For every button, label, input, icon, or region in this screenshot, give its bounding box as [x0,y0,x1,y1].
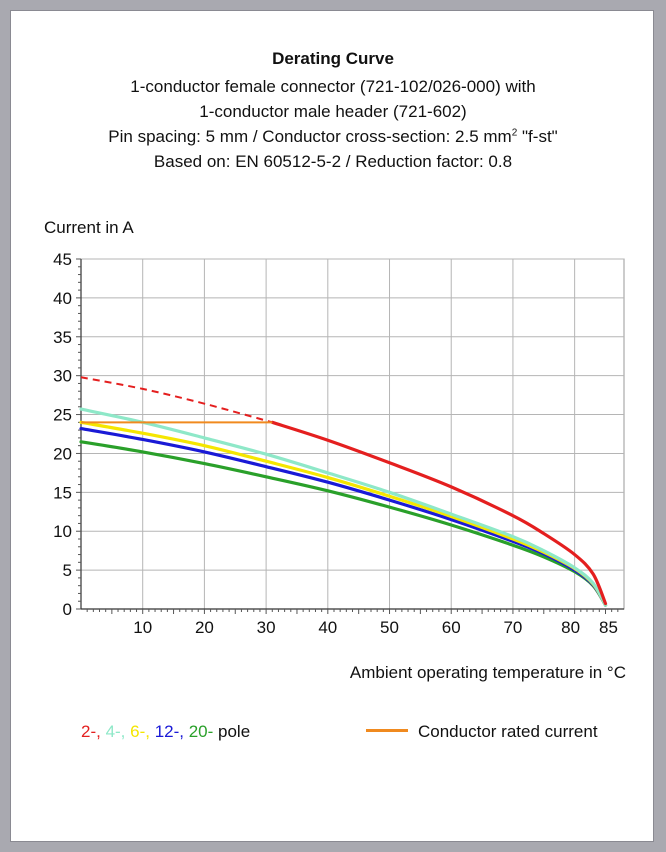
x-tick-label-40: 40 [318,618,337,637]
superscript-2: 2 [511,127,518,139]
y-axis-label: Current in A [44,218,134,237]
x-tick-label-80: 80 [561,618,580,637]
y-tick-label-35: 35 [53,328,72,347]
subtitle-line-2: 1-conductor male header (721-602) [199,102,467,121]
legend-rated-swatch [366,729,408,733]
series-2-pole-line [270,420,608,606]
x-tick-label-70: 70 [503,618,522,637]
y-tick-label-45: 45 [53,250,72,269]
x-axis-label: Ambient operating temperature in °C [349,663,626,682]
subtitle-line-3: Pin spacing: 5 mm / Conductor cross-sect… [11,127,655,147]
y-tick-label-0: 0 [63,600,72,619]
chart-title: Derating Curve [272,49,394,68]
legend-pole-2: 6-, [125,722,150,741]
subtitle-line-3-suffix: "f-st" [517,127,558,146]
legend-pole-5: pole [213,722,251,741]
x-tick-label-30: 30 [257,618,276,637]
subtitle-line-1: 1-conductor female connector (721-102/02… [130,77,536,96]
x-tick-label-20: 20 [195,618,214,637]
y-tick-label-5: 5 [63,561,72,580]
x-tick-label-85: 85 [599,618,618,637]
legend-pole-4: 20- [184,722,214,741]
chart-panel: Derating Curve 1-conductor female connec… [10,10,654,842]
x-tick-label-10: 10 [133,618,152,637]
y-tick-label-40: 40 [53,289,72,308]
y-tick-label-20: 20 [53,444,72,463]
x-tick-label-60: 60 [442,618,461,637]
y-tick-label-10: 10 [53,522,72,541]
subtitle-line-3-text: Pin spacing: 5 mm / Conductor cross-sect… [108,127,512,146]
derating-chart: 0 5 10 15 20 25 30 35 40 45 10 20 30 40 50 60 70 80 85 [53,250,625,637]
legend-poles: 2-, 4-, 6-, 12-, 20- pole [81,722,250,742]
legend-pole-3: 12-, [149,722,184,741]
legend-rated-label: Conductor rated current [418,722,598,741]
y-tick-label-15: 15 [53,483,72,502]
subtitle-line-4: Based on: EN 60512-5-2 / Reduction facto… [153,152,513,171]
x-tick-label-50: 50 [380,618,399,637]
legend-pole-1: 4-, [100,722,126,741]
legend-rated-current: Conductor rated current [366,722,598,742]
y-tick-label-30: 30 [53,367,72,386]
series-2-pole-dashed [80,376,273,424]
series-4-pole-line [79,407,608,607]
y-tick-label-25: 25 [53,406,72,425]
legend-pole-0: 2-, [81,722,101,741]
